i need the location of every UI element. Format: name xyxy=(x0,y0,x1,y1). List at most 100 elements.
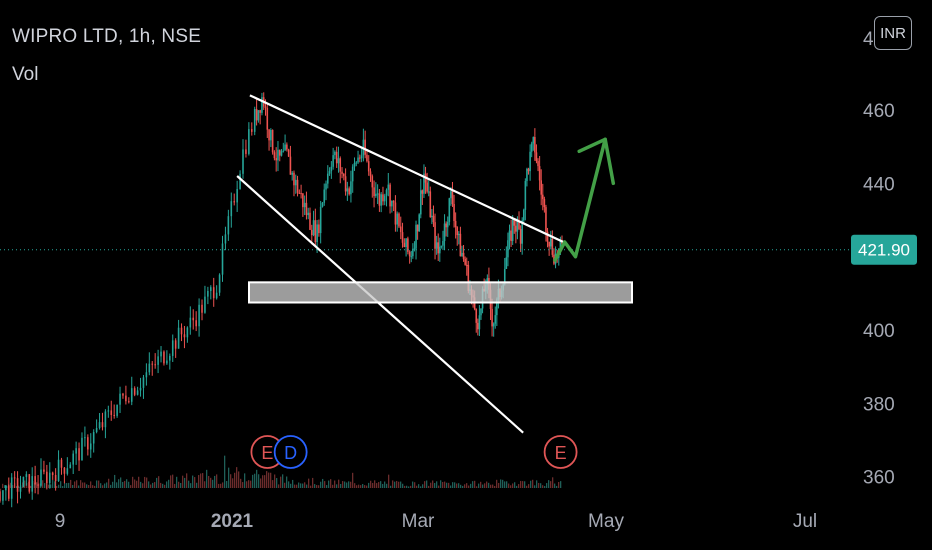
candle xyxy=(261,97,263,113)
volume-bar xyxy=(324,481,326,488)
price-axis[interactable]: 460 440 400 380 360 4 xyxy=(863,29,895,489)
candle xyxy=(478,315,481,330)
volume-bar xyxy=(406,485,408,488)
volume-bar xyxy=(232,478,234,488)
candle xyxy=(507,240,509,258)
volume-bar xyxy=(456,483,458,488)
candle xyxy=(294,179,297,186)
candle xyxy=(314,220,317,243)
volume-bar xyxy=(362,483,364,488)
candle xyxy=(462,252,465,259)
volume-bar xyxy=(454,482,456,488)
candle xyxy=(104,411,107,428)
volume-bar xyxy=(84,482,86,488)
support-zone-box[interactable] xyxy=(248,281,633,304)
dividend-event-marker[interactable]: D xyxy=(273,435,308,469)
candle xyxy=(273,152,276,159)
volume-bar xyxy=(42,480,44,488)
volume-bar xyxy=(522,481,524,488)
candle xyxy=(122,393,124,396)
candle xyxy=(259,110,261,113)
candle xyxy=(413,248,416,250)
candle xyxy=(174,340,177,349)
volume-bar xyxy=(490,484,492,488)
currency-button[interactable]: INR xyxy=(874,16,912,50)
volume-bar xyxy=(210,477,212,488)
volume-bar xyxy=(296,484,298,488)
candle xyxy=(387,184,390,190)
volume-bar xyxy=(402,483,404,488)
candle xyxy=(359,157,361,159)
candle xyxy=(391,200,393,207)
volume-bar xyxy=(110,484,112,488)
candle xyxy=(280,151,283,156)
candle xyxy=(10,477,13,499)
volume-bar xyxy=(50,484,52,488)
volume-bar xyxy=(486,481,488,488)
candle xyxy=(169,355,171,361)
volume-bar xyxy=(440,480,442,488)
volume-bar xyxy=(328,480,330,488)
candle xyxy=(350,181,352,195)
candle xyxy=(69,464,72,469)
projection-arrow[interactable] xyxy=(553,137,607,263)
candle xyxy=(207,290,209,297)
candle xyxy=(549,238,552,247)
volume-bar xyxy=(418,484,420,488)
volume-bar xyxy=(234,472,236,488)
volume-bar xyxy=(434,483,436,488)
volume-bar xyxy=(554,483,556,488)
candle xyxy=(201,304,203,313)
volume-bar xyxy=(156,477,158,488)
candle xyxy=(334,151,336,156)
candle xyxy=(456,227,459,236)
candle xyxy=(60,459,63,468)
volume-bar xyxy=(222,482,224,488)
volume-bar xyxy=(412,481,414,488)
candle xyxy=(431,215,433,218)
volume-bar xyxy=(124,480,126,488)
candle xyxy=(300,193,302,195)
candle xyxy=(526,168,528,182)
candle xyxy=(541,194,544,200)
earnings-event-marker[interactable]: E xyxy=(543,435,578,469)
candle xyxy=(230,201,233,217)
candle xyxy=(154,364,156,366)
candle xyxy=(416,224,419,232)
candle xyxy=(128,401,130,403)
earnings-event-marker[interactable]: E xyxy=(250,435,285,469)
symbol-title[interactable]: WIPRO LTD, 1h, NSE xyxy=(12,26,202,47)
volume-bar xyxy=(484,483,486,488)
candle xyxy=(268,129,270,141)
candle xyxy=(133,388,136,395)
volume-bar xyxy=(342,481,344,488)
candle xyxy=(371,176,374,188)
candle xyxy=(75,448,77,454)
candle xyxy=(37,484,39,486)
candle xyxy=(282,150,285,152)
volume-bar xyxy=(326,485,328,488)
volume-indicator-label[interactable]: Vol xyxy=(12,64,39,85)
candle xyxy=(253,109,256,132)
volume-bar xyxy=(492,484,494,488)
volume-bar xyxy=(16,486,18,488)
volume-bar xyxy=(126,479,128,488)
candle xyxy=(443,223,446,241)
candle xyxy=(136,390,139,395)
candle xyxy=(293,172,295,186)
candle xyxy=(353,162,356,167)
volume-bar xyxy=(18,485,20,488)
candle xyxy=(257,110,260,121)
candle xyxy=(453,203,455,222)
candle xyxy=(522,209,525,221)
candle xyxy=(346,188,349,192)
channel-upper-line[interactable] xyxy=(249,94,564,243)
price-axis-tick: 400 xyxy=(863,321,895,342)
volume-bar xyxy=(520,480,522,488)
time-axis[interactable]: 9 2021 Mar May Jul xyxy=(55,511,817,532)
event-marker-label: D xyxy=(284,443,297,463)
volume-bar xyxy=(56,486,58,488)
volume-bar xyxy=(286,476,288,488)
channel-lower-line[interactable] xyxy=(236,175,524,434)
